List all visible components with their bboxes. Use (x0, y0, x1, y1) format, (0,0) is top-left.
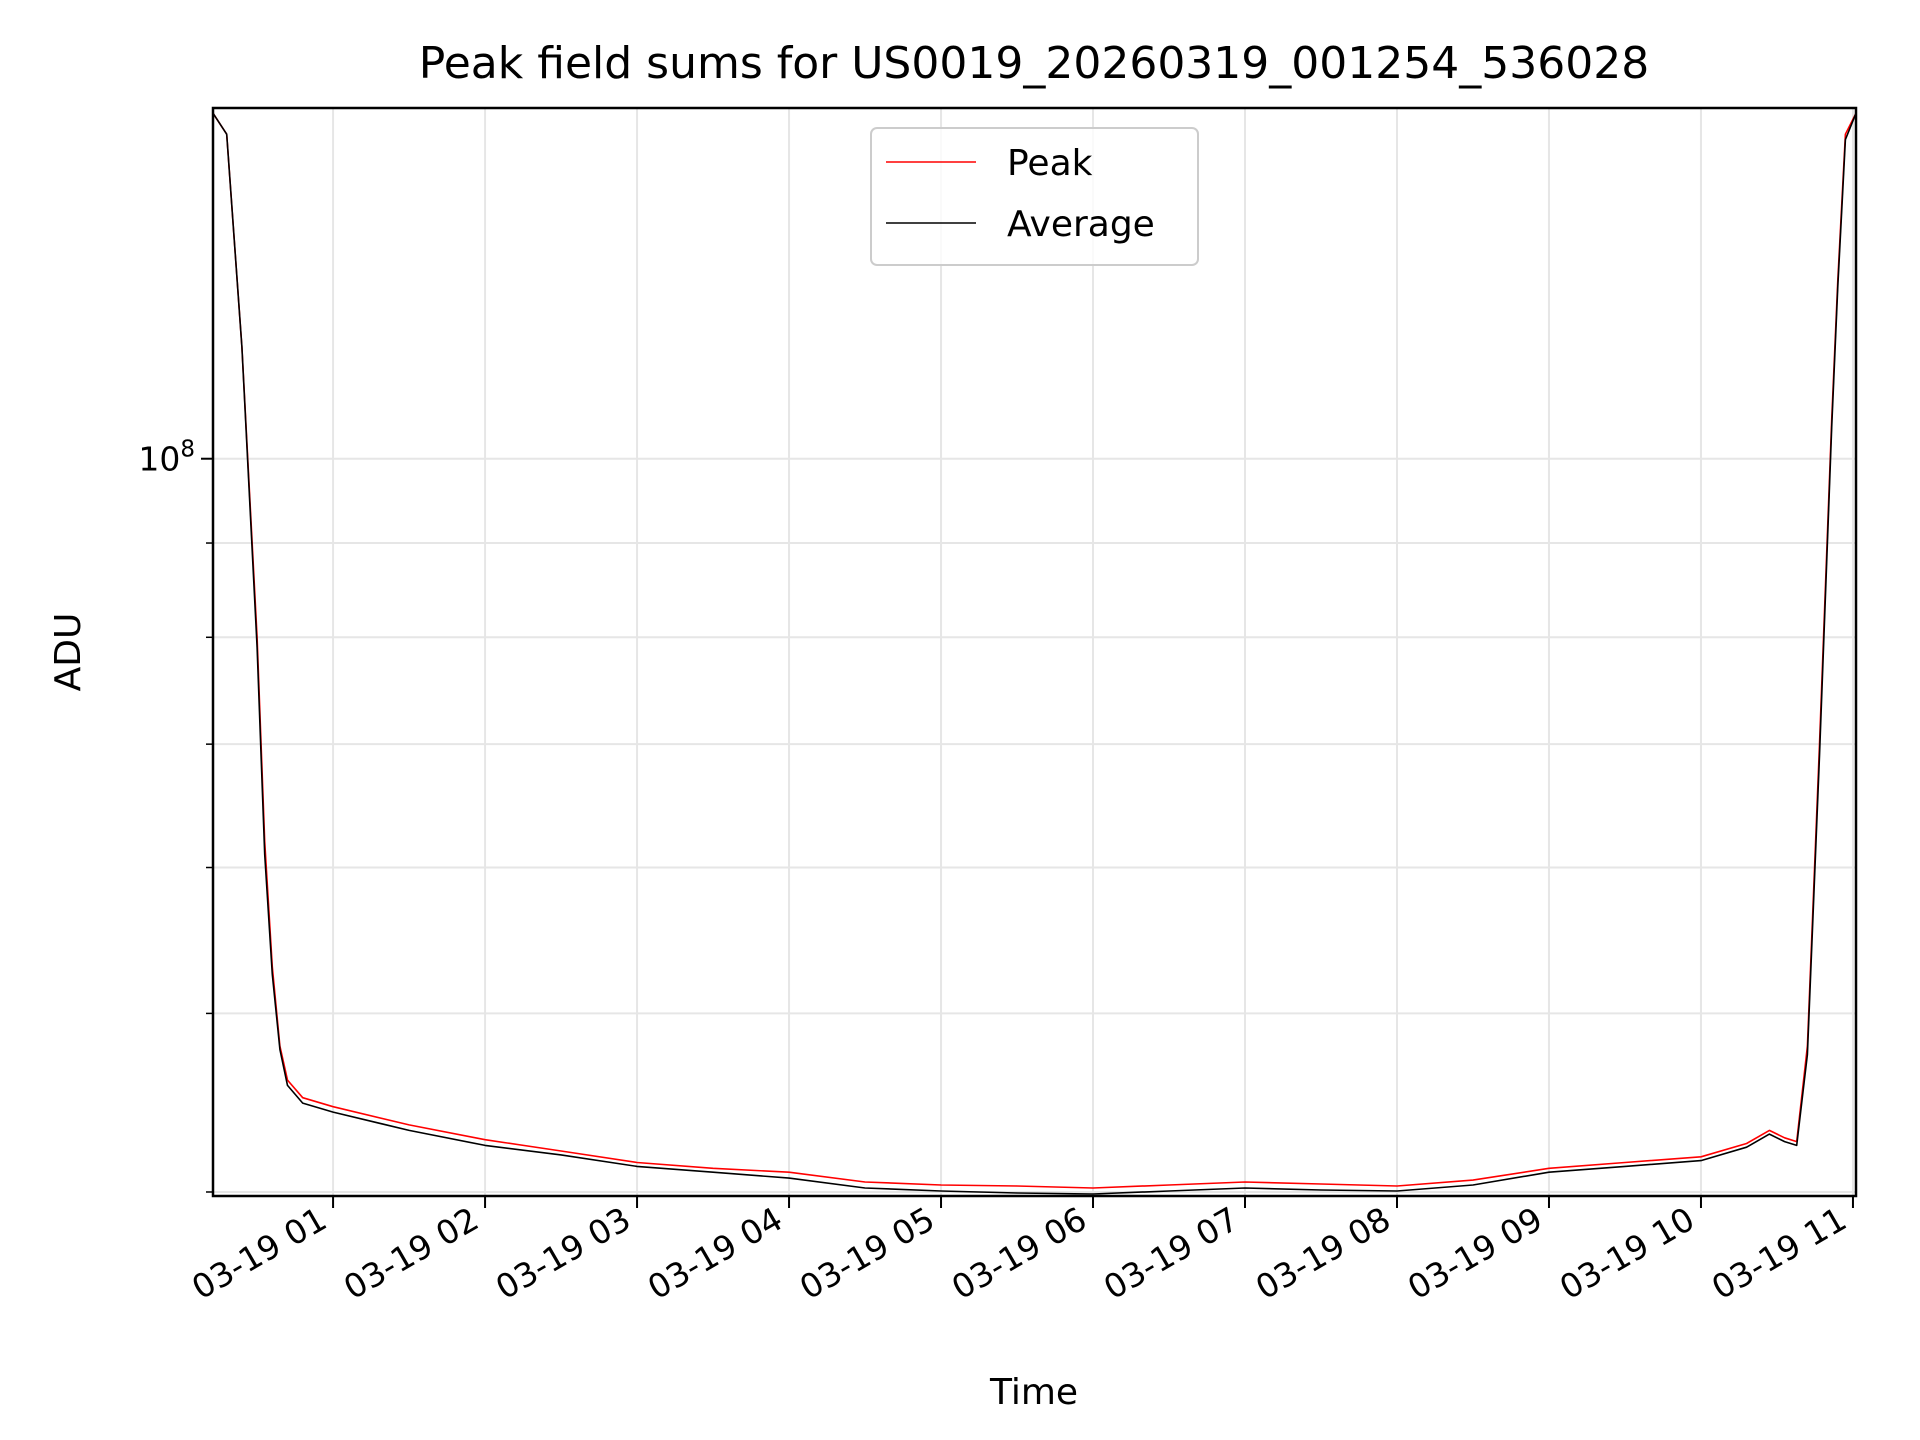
legend-label-average: Average (1007, 204, 1155, 245)
legend: Peak Average (870, 127, 1199, 266)
y-tick-label-major: 108 (138, 437, 195, 479)
x-axis-label: Time (989, 1372, 1078, 1413)
legend-label-peak: Peak (1007, 143, 1093, 184)
y-axis-label: ADU (48, 613, 89, 692)
series-line-average (212, 112, 1857, 1195)
series-layer (212, 112, 1857, 1195)
y-axis: 108 (138, 437, 213, 1193)
grid (213, 108, 1856, 1196)
chart-title: Peak field sums for US0019_20260319_0012… (419, 38, 1649, 89)
plot-frame (211, 106, 1858, 1198)
